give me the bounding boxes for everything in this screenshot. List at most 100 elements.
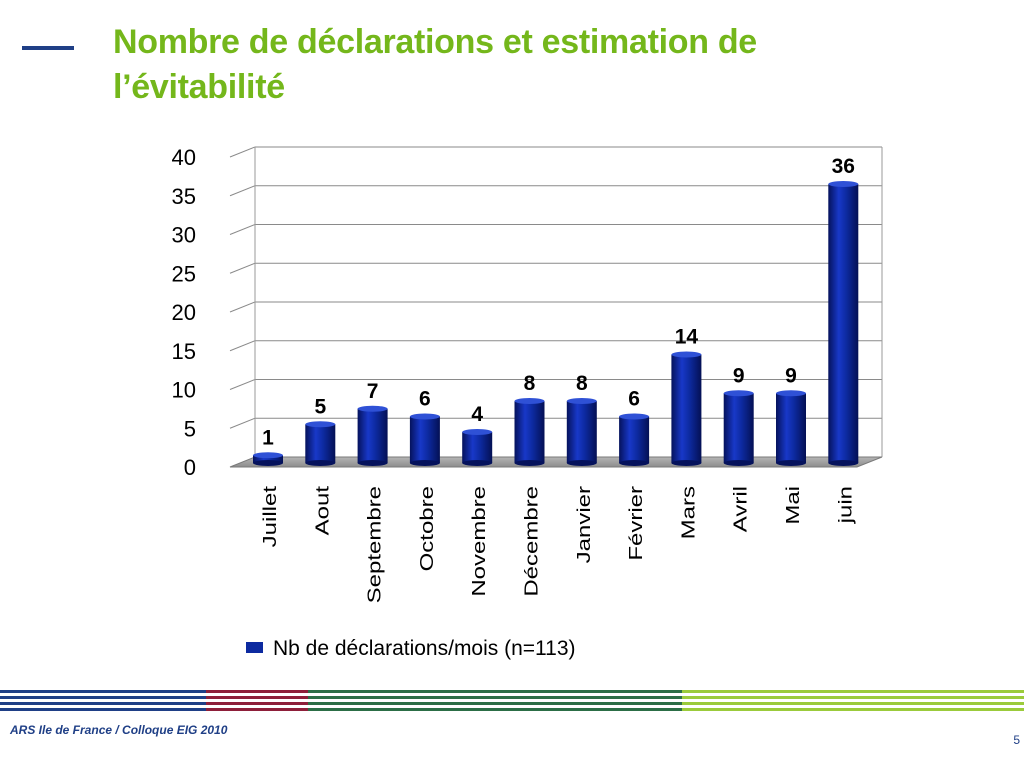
- data-label: 6: [628, 388, 640, 411]
- bar-base: [619, 460, 650, 466]
- slide-title-line2: l’évitabilité: [113, 68, 285, 106]
- bar-body: [566, 401, 597, 463]
- bar-base: [776, 460, 806, 466]
- bar: [514, 398, 545, 466]
- category-label: Décembre: [521, 486, 542, 597]
- bar-top: [305, 421, 336, 428]
- bar-body: [723, 393, 754, 463]
- bar-body: [671, 354, 702, 463]
- page-number: 5: [1013, 733, 1020, 747]
- data-label: 36: [832, 155, 855, 178]
- bar-body: [409, 416, 440, 463]
- bar-base: [671, 460, 702, 466]
- y-tick-label: 10: [172, 378, 196, 403]
- bar-base: [409, 460, 440, 466]
- data-label: 14: [675, 326, 699, 349]
- category-label: Janvier: [573, 486, 594, 563]
- bar: [619, 413, 650, 466]
- chart-floor: [229, 456, 883, 468]
- bar-top: [462, 429, 493, 435]
- bar-body: [776, 393, 806, 463]
- footer-band-red: [206, 690, 308, 711]
- category-label: Mars: [678, 486, 699, 539]
- bar-base: [357, 460, 388, 466]
- bar-top: [776, 390, 806, 397]
- data-label: 5: [314, 395, 326, 418]
- y-tick-label: 25: [172, 261, 196, 286]
- slide-title: Nombre de déclarations et estimation de …: [113, 20, 993, 110]
- data-label: 8: [524, 372, 536, 395]
- gridline-depth: [229, 417, 256, 429]
- y-tick-label: 20: [172, 300, 196, 325]
- footer-caption: ARS Ile de France / Colloque EIG 2010: [10, 723, 228, 737]
- data-label: 9: [733, 364, 745, 387]
- bar-base: [462, 460, 493, 466]
- category-label: Avril: [730, 486, 751, 532]
- gridline-depth: [229, 379, 256, 390]
- bar-base: [253, 460, 283, 466]
- bar-base: [566, 460, 597, 466]
- bar-top: [671, 351, 702, 358]
- bar-body: [305, 424, 336, 463]
- bar-base: [514, 460, 545, 466]
- bar-top: [514, 398, 545, 404]
- gridline-depth: [229, 262, 256, 274]
- y-tick-label: 15: [172, 339, 196, 364]
- y-tick-label: 0: [184, 455, 196, 480]
- bar-top: [723, 390, 754, 397]
- gridline-depth: [229, 185, 256, 197]
- gridline-depth: [229, 224, 256, 235]
- y-tick-label: 30: [172, 223, 196, 248]
- slide-title-line1: Nombre de déclarations et estimation de: [113, 23, 757, 61]
- y-tick-label: 40: [172, 145, 196, 170]
- footer-band-blue: [0, 690, 206, 711]
- y-tick-label: 5: [184, 416, 196, 441]
- category-label: Octobre: [416, 486, 437, 571]
- bar-top: [357, 405, 388, 412]
- bar: [409, 413, 440, 466]
- data-label: 6: [419, 388, 431, 411]
- bar: [357, 405, 388, 466]
- bar-body: [619, 416, 650, 463]
- legend-swatch: [246, 642, 263, 653]
- category-label: Février: [626, 486, 647, 561]
- bar: [723, 390, 754, 466]
- data-label: 7: [367, 380, 379, 403]
- category-label: Septembre: [364, 486, 385, 603]
- category-label: Novembre: [469, 486, 490, 597]
- bar-body: [828, 184, 859, 463]
- bar-top: [566, 398, 597, 404]
- bar: [776, 390, 806, 466]
- bar-body: [357, 408, 388, 463]
- bar-body: [514, 401, 545, 463]
- y-tick-label: 35: [172, 184, 196, 209]
- data-label: 1: [262, 426, 274, 449]
- logo-bar: [22, 46, 74, 50]
- category-label: Juillet: [259, 486, 280, 547]
- bar-body: [253, 455, 283, 463]
- data-label: 9: [785, 364, 797, 387]
- legend-label: Nb de déclarations/mois (n=113): [273, 637, 576, 660]
- bar: [828, 181, 859, 466]
- gridline-depth: [229, 146, 256, 158]
- category-label: juin: [835, 486, 856, 524]
- footer-band-lime: [682, 690, 1024, 711]
- bar-base: [723, 460, 754, 466]
- category-label: Mai: [782, 486, 803, 525]
- category-label: Aout: [312, 486, 333, 535]
- gridline-depth: [229, 340, 256, 352]
- bar: [566, 398, 597, 466]
- bar-top: [619, 413, 650, 420]
- bar-top: [828, 181, 859, 187]
- bar: [671, 351, 702, 466]
- footer-bands: [0, 690, 1024, 711]
- bar-base: [305, 460, 336, 466]
- bar-base: [828, 460, 859, 466]
- gridline-depth: [229, 301, 256, 313]
- bar: [253, 452, 283, 466]
- bar-top: [409, 413, 440, 420]
- bar-body: [462, 432, 493, 463]
- bar: [462, 429, 493, 466]
- data-label: 8: [576, 372, 588, 395]
